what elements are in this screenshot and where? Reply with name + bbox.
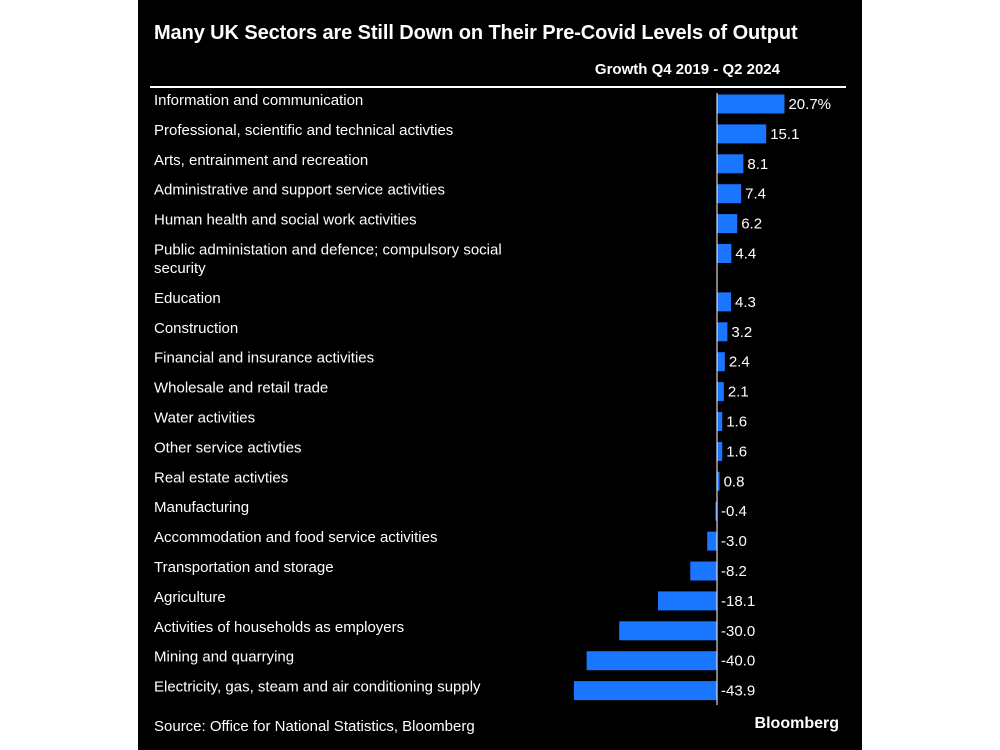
value-label: 8.1 <box>747 156 768 173</box>
category-label: Agriculture <box>154 589 226 606</box>
category-label: Professional, scientific and technical a… <box>154 122 453 139</box>
bar <box>717 214 738 234</box>
value-label: 6.2 <box>741 216 762 233</box>
source-note: Source: Office for National Statistics, … <box>154 718 475 735</box>
bar <box>717 154 744 174</box>
value-label: 4.3 <box>735 294 756 311</box>
bar <box>690 561 717 581</box>
bar <box>717 292 732 312</box>
bar <box>717 244 732 263</box>
value-label: 2.4 <box>729 354 750 371</box>
bar <box>717 382 724 402</box>
category-label: Other service activties <box>154 439 302 456</box>
category-label: Wholesale and retail trade <box>154 380 328 397</box>
bar <box>715 501 717 521</box>
bar <box>717 184 742 204</box>
header-divider <box>150 86 846 88</box>
bar <box>586 651 717 671</box>
bar <box>573 681 717 701</box>
value-label: 3.2 <box>731 324 752 341</box>
bar <box>619 621 717 641</box>
value-label: 1.6 <box>726 413 747 430</box>
value-label: 0.8 <box>724 473 745 490</box>
value-label: -3.0 <box>721 533 747 550</box>
column-header: Growth Q4 2019 - Q2 2024 <box>594 61 780 78</box>
bar <box>717 94 785 114</box>
category-label: security <box>154 260 206 277</box>
category-label: Arts, entrainment and recreation <box>154 152 368 169</box>
bar <box>717 124 767 144</box>
value-label: 1.6 <box>726 443 747 460</box>
category-label: Public administation and defence; compul… <box>154 241 502 258</box>
category-label: Mining and quarrying <box>154 649 294 666</box>
category-label: Transportation and storage <box>154 559 334 576</box>
bar-chart: Information and communication 20.7% Profes… <box>154 92 831 705</box>
bar <box>717 441 723 461</box>
bar <box>717 352 725 372</box>
value-label: 20.7% <box>788 96 831 113</box>
bar <box>657 591 717 611</box>
category-label: Electricity, gas, steam and air conditio… <box>154 679 481 696</box>
value-label: 7.4 <box>745 186 766 203</box>
value-label: -18.1 <box>721 593 755 610</box>
value-label: -40.0 <box>721 653 755 670</box>
bar <box>717 471 720 491</box>
category-label: Financial and insurance activities <box>154 350 374 367</box>
value-label: 2.1 <box>728 384 749 401</box>
chart-card: Many UK Sectors are Still Down on Their … <box>138 0 862 750</box>
bloomberg-logo: Bloomberg <box>754 715 839 732</box>
bar <box>717 412 723 431</box>
value-label: -0.4 <box>721 503 747 520</box>
category-label: Human health and social work activities <box>154 212 417 229</box>
category-label: Manufacturing <box>154 499 249 516</box>
category-label: Information and communication <box>154 92 363 109</box>
value-label: -8.2 <box>721 563 747 580</box>
category-label: Construction <box>154 320 238 337</box>
value-label: 4.4 <box>735 245 756 262</box>
category-label: Water activities <box>154 409 255 426</box>
category-label: Administrative and support service activ… <box>154 182 445 199</box>
chart-title: Many UK Sectors are Still Down on Their … <box>154 22 798 44</box>
category-label: Accommodation and food service activitie… <box>154 529 437 546</box>
bar <box>707 531 717 551</box>
bar <box>717 322 728 342</box>
value-label: 15.1 <box>770 126 799 143</box>
value-label: -30.0 <box>721 623 755 640</box>
category-label: Education <box>154 290 221 307</box>
category-label: Activities of households as employers <box>154 619 404 636</box>
category-label: Real estate activties <box>154 469 288 486</box>
value-label: -43.9 <box>721 683 755 700</box>
